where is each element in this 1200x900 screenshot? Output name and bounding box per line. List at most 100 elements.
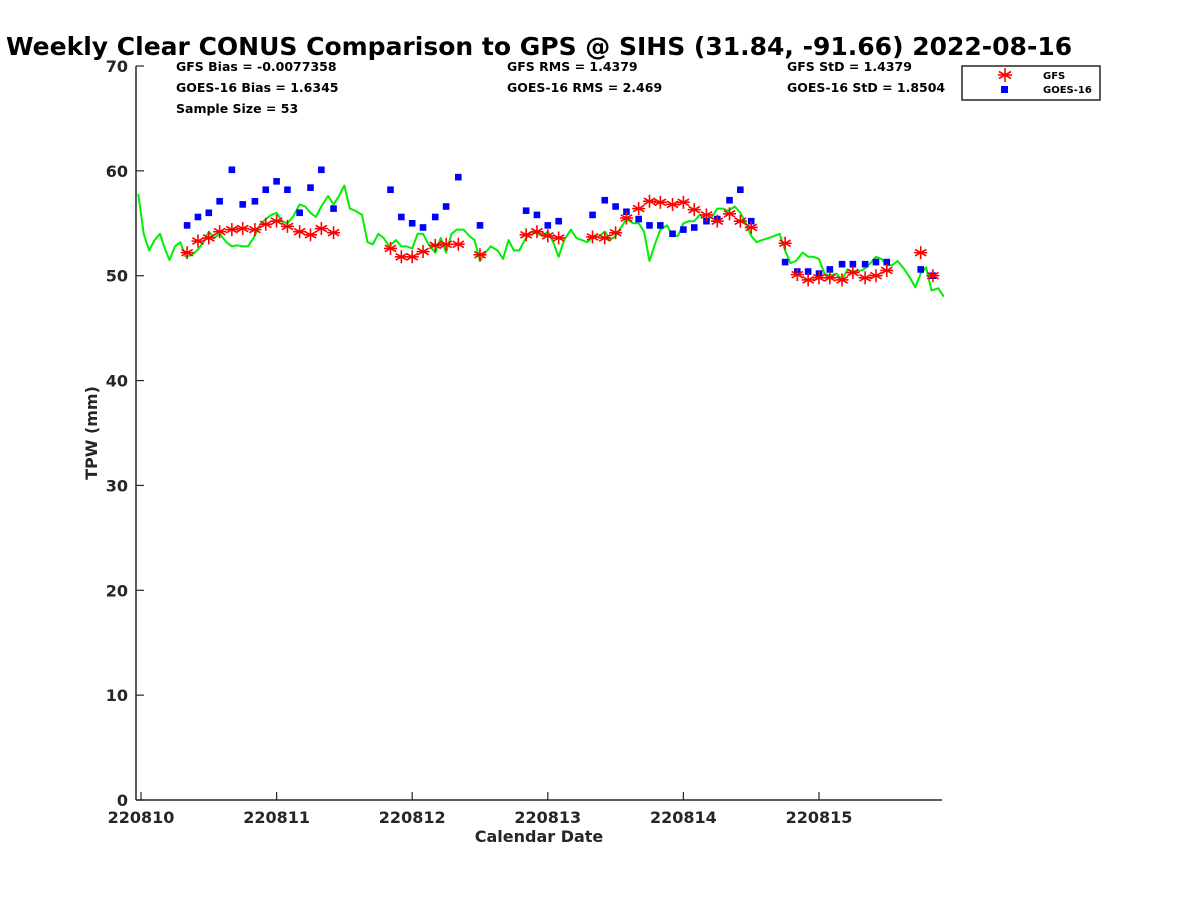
goes16-point [419,224,427,231]
gfs-point [801,273,815,287]
gfs-point [293,225,307,239]
gfs-point [586,230,600,244]
gfs-point [880,263,894,277]
legend-goes-marker [1001,86,1008,93]
gfs-point [394,250,408,264]
y-tick-label: 40 [106,372,128,391]
goes16-point [690,224,698,231]
goes16-point [476,222,484,229]
stats-block: GFS Bias = -0.0077358 GOES-16 Bias = 1.6… [176,59,945,116]
goes16-point [387,186,394,194]
gfs-point [619,211,633,225]
goes16-point [917,266,924,273]
gfs-point [687,203,701,217]
y-axis-label: TPW (mm) [82,386,101,480]
gfs-point [914,246,928,260]
gfs-point [823,271,837,285]
gfs-point [416,245,430,259]
gps-series-line [137,184,945,298]
gfs-point [632,202,646,216]
x-tick-label: 220810 [108,808,175,827]
goes16-point [646,222,653,229]
goes16-point [431,213,439,221]
gfs-point [451,237,465,251]
gfs-point [598,231,612,245]
goes16-point [726,196,733,204]
goes16-point [194,213,202,221]
stat-sample-size: Sample Size = 53 [176,101,298,116]
gfs-point [666,197,680,211]
goes16-point [838,260,846,268]
y-tick-label: 70 [106,57,128,76]
goes16-point [522,207,530,215]
gfs-point [202,231,216,245]
goes16-point [307,184,314,191]
legend-gfs-marker [998,68,1012,82]
gfs-point [519,228,533,242]
goes16-point [251,197,259,205]
x-tick-label: 220813 [514,808,581,827]
stat-goes-bias: GOES-16 Bias = 1.6345 [176,80,338,95]
y-tick-label: 50 [106,267,128,286]
goes16-point [273,178,280,185]
goes16-point [442,203,450,210]
gfs-point [530,225,544,239]
gfs-point [541,229,555,243]
gfs-point [248,223,262,237]
goes16-point [183,222,191,229]
gfs-point [191,234,205,248]
goes16-point [669,230,676,238]
gfs-point [869,269,883,283]
x-tick-label: 220815 [786,808,853,827]
gfs-point [236,222,250,236]
gfs-point [439,237,453,251]
gfs-point [846,266,860,280]
gfs-point [609,226,623,240]
stat-gfs-rms: GFS RMS = 1.4379 [507,59,638,74]
goes16-point [284,186,291,194]
gfs-point [428,238,442,252]
gfs-point [304,228,317,242]
x-axis-label: Calendar Date [475,827,604,846]
goes16-point [601,196,609,204]
gfs-point [699,208,713,222]
gfs-point [710,214,724,228]
x-tick-label: 220812 [379,808,446,827]
goes16-point [826,266,834,273]
x-tick-label: 220814 [650,808,717,827]
goes16-point [635,215,642,223]
legend: GFS GOES-16 [961,65,1101,101]
goes16-point [680,226,687,233]
gfs-point [858,271,872,285]
stat-gfs-std: GFS StD = 1.4379 [787,59,912,74]
goes16-point [216,197,223,205]
chart-title: Weekly Clear CONUS Comparison to GPS @ S… [6,32,1072,61]
gfs-point [790,268,804,282]
legend-goes-label: GOES-16 [1043,85,1092,96]
x-tick-label: 220811 [243,808,310,827]
goes16-point [228,166,236,174]
goes16-point [330,205,337,212]
stat-goes-rms: GOES-16 RMS = 2.469 [507,80,662,95]
goes16-point [737,186,744,194]
goes16-point [872,258,880,266]
goes16-point [205,209,213,217]
y-tick-label: 20 [106,581,128,600]
gfs-point [327,226,341,240]
stat-goes-std: GOES-16 StD = 1.8504 [787,80,945,95]
y-tick-label: 10 [106,686,128,705]
gfs-point [926,269,940,283]
goes16-point [408,219,416,227]
goes16-point [533,211,541,219]
goes16-point [849,260,857,268]
y-tick-label: 60 [106,162,128,181]
gfs-point [213,225,227,239]
goes16-point [262,186,270,194]
legend-box [961,65,1101,101]
gfs-point [676,195,690,209]
gfs-point [314,222,328,236]
goes16-point [544,222,552,229]
gfs-point [723,207,737,221]
goes16-point [555,217,562,225]
